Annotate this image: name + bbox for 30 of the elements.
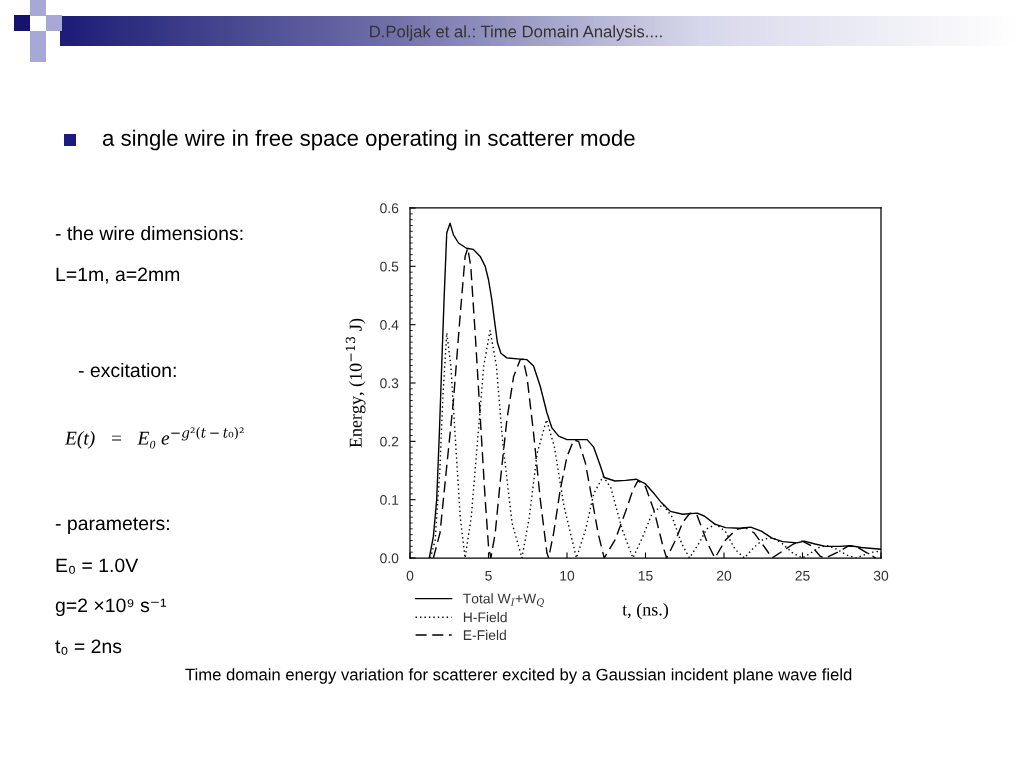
y-tick-label: 0.5 (380, 261, 399, 272)
legend-label: E-Field (463, 629, 506, 641)
x-tick-label: 5 (485, 571, 492, 581)
legend-label: H-Field (463, 612, 507, 623)
text: E₀ = 1.0V (56, 558, 139, 574)
x-tick-label: 15 (638, 571, 653, 581)
legend-label: Total W$_{I}$+W$_{Q}$ (463, 593, 544, 608)
chart-title: a single wire in free space operating in scatterer mode (102, 129, 635, 151)
y-tick-label: 0.0 (380, 553, 399, 564)
text: t₀ = 2ns (55, 639, 122, 655)
text: g=2 ×10⁹ s⁻¹ (55, 598, 167, 617)
text: - excitation: (78, 362, 176, 378)
x-tick-label: 20 (716, 570, 732, 581)
y-tick-label: 0.4 (380, 320, 399, 330)
y-tick-label: 0.6 (380, 203, 399, 214)
x-tick-label: 10 (560, 570, 575, 581)
text: - the wire dimensions: (55, 225, 243, 241)
text: E(t) = E₀ e$^{−g²(t−t₀)²}$ (64, 427, 244, 449)
y-tick-label: 0.3 (380, 378, 399, 389)
x-tick-label: 0 (406, 570, 414, 581)
y-tick-label: 0.2 (380, 436, 399, 447)
x-axis-title: t, (ns.) (622, 602, 669, 620)
text: D.Poljak et al.: Time Domain Analysis.... (370, 25, 662, 41)
text: - parameters: (55, 517, 169, 535)
x-tick-label: 30 (873, 570, 889, 581)
text: L=1m, a=2mm (56, 267, 180, 284)
y-axis-title: Energy, (10$^{−13}$ J) (345, 318, 366, 448)
x-tick-label: 25 (795, 570, 810, 581)
y-tick-label: 0.1 (380, 495, 399, 505)
text: Time domain energy variation for scatterer excited by a Gaussian incident plane wave field (185, 668, 852, 684)
